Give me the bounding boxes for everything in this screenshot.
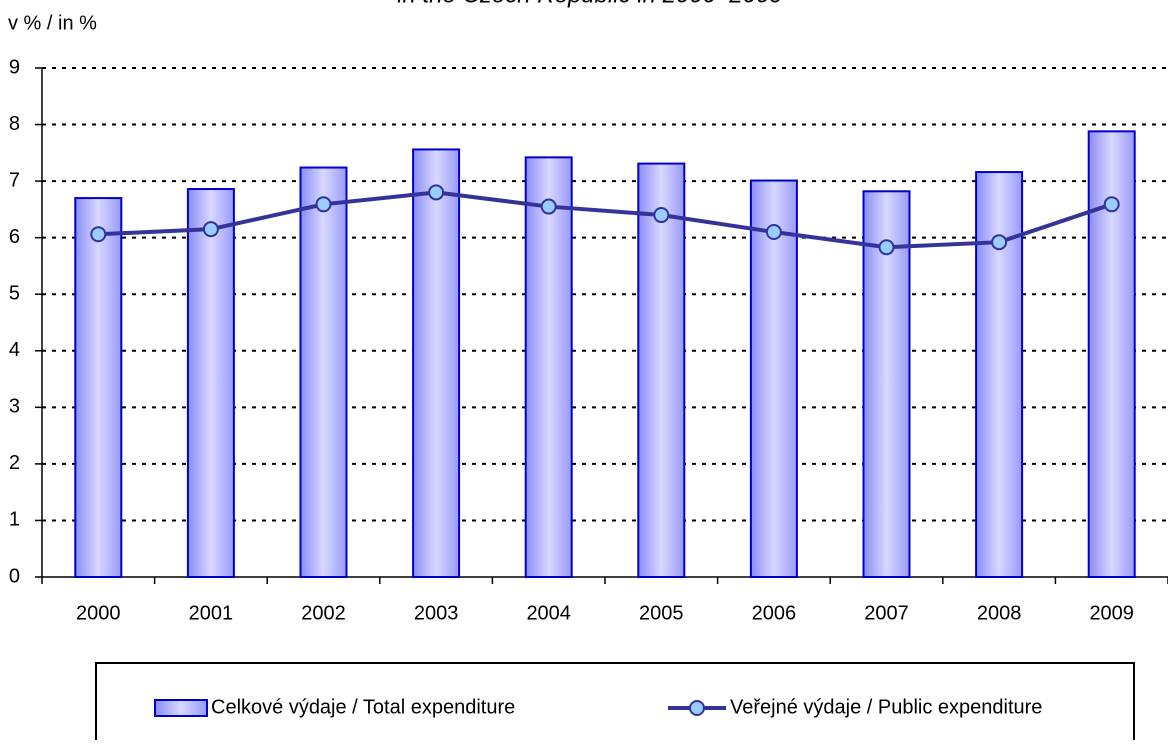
- bar: [74, 197, 123, 578]
- y-tick-label: 9: [9, 56, 20, 78]
- y-tick-label: 5: [9, 283, 20, 305]
- legend-box: [95, 662, 1135, 745]
- marker: [765, 224, 782, 241]
- y-tick-label: 0: [9, 565, 20, 587]
- marker: [653, 207, 670, 224]
- marker: [540, 198, 557, 215]
- legend-marker: [689, 700, 705, 716]
- bar: [186, 188, 235, 578]
- x-tick-label: 2001: [189, 602, 234, 624]
- y-tick-label: 7: [9, 169, 20, 191]
- x-tick-label: 2006: [752, 602, 797, 624]
- x-tick-label: 2003: [414, 602, 459, 624]
- x-tick-label: 2005: [639, 602, 684, 624]
- bar: [637, 162, 686, 578]
- x-tick-label: 2004: [526, 602, 571, 624]
- y-tick-label: 6: [9, 226, 20, 248]
- x-tick-label: 2002: [301, 602, 346, 624]
- y-tick-label: 2: [9, 452, 20, 474]
- x-tick-label: 2000: [76, 602, 121, 624]
- x-tick-label: 2008: [977, 602, 1022, 624]
- legend-swatch: [154, 699, 208, 717]
- marker: [1103, 196, 1120, 213]
- y-tick-label: 4: [9, 339, 20, 361]
- legend-label: Celkové výdaje / Total expenditure: [211, 696, 515, 718]
- marker: [202, 221, 219, 238]
- legend-label: Veřejné výdaje / Public expenditure: [730, 696, 1042, 718]
- y-axis-label: v % / in %: [8, 12, 97, 34]
- marker: [991, 234, 1008, 251]
- x-tick-label: 2007: [864, 602, 909, 624]
- bar: [862, 190, 911, 578]
- y-tick-label: 1: [9, 509, 20, 531]
- bar: [412, 148, 461, 578]
- marker: [90, 226, 107, 243]
- bar: [299, 166, 348, 578]
- y-tick-label: 8: [9, 113, 20, 135]
- marker: [315, 196, 332, 213]
- x-tick-label: 2009: [1089, 602, 1134, 624]
- marker: [428, 184, 445, 201]
- bar: [975, 171, 1024, 578]
- chart-title: in the Czech Republic in 2000–2009: [397, 0, 783, 8]
- line: [98, 190, 1113, 250]
- y-tick-label: 3: [9, 396, 20, 418]
- bar: [749, 179, 798, 578]
- bar: [524, 156, 573, 578]
- marker: [878, 239, 895, 256]
